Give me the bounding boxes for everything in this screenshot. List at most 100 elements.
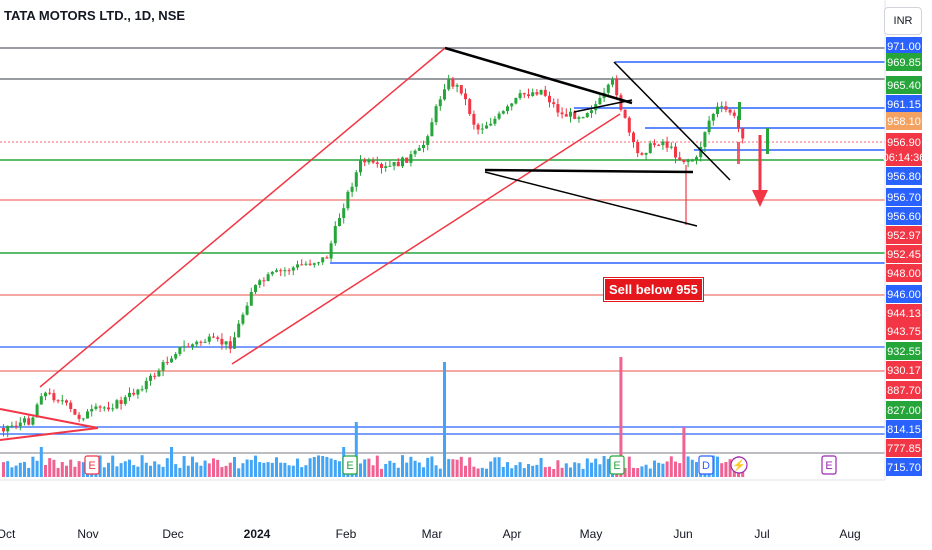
- candle: [27, 418, 31, 425]
- candle: [455, 85, 459, 87]
- price-label-bg: [886, 188, 922, 206]
- event-marker-label: ⚡: [732, 459, 746, 472]
- volume-bar: [279, 462, 283, 477]
- price-label: 715.70: [886, 458, 922, 476]
- candle: [170, 358, 173, 363]
- volume-bar: [249, 459, 253, 477]
- event-marker: D: [698, 455, 714, 475]
- candle: [35, 404, 39, 418]
- volume-bar: [636, 468, 640, 477]
- trend-line: [231, 113, 621, 365]
- candle: [270, 271, 274, 275]
- volume-bar: [480, 467, 484, 477]
- x-tick-label: Dec: [162, 527, 183, 541]
- volume-bar: [6, 461, 10, 477]
- price-label-text: 06:14:36: [883, 152, 926, 164]
- candle: [111, 408, 115, 410]
- volume-bar: [39, 447, 43, 477]
- candle: [279, 270, 283, 272]
- price-label-text: 971.00: [887, 41, 921, 53]
- volume-bar: [409, 456, 413, 477]
- candle: [728, 109, 732, 113]
- volume-bar: [619, 357, 623, 477]
- candle: [220, 338, 224, 345]
- volume-bar: [468, 457, 472, 477]
- candle: [518, 93, 522, 99]
- x-tick-label: Apr: [503, 527, 522, 541]
- volume-bar: [199, 465, 203, 477]
- trend-line: [484, 171, 698, 227]
- price-label-bg: [886, 264, 922, 282]
- candle: [258, 280, 262, 285]
- volume-bar: [132, 465, 136, 477]
- volume-bar: [447, 459, 451, 477]
- volume-bar: [510, 468, 514, 477]
- volume-bar: [203, 460, 207, 477]
- candle: [384, 166, 388, 168]
- volume-bar: [119, 463, 123, 477]
- candle: [283, 270, 287, 272]
- candle: [132, 392, 136, 395]
- volume-bar: [598, 464, 602, 477]
- trend-line: [0, 427, 99, 441]
- volume-bar: [363, 459, 367, 477]
- candle: [464, 93, 467, 100]
- candle: [73, 409, 77, 415]
- volume-bar: [241, 463, 245, 477]
- volume-bar: [552, 468, 556, 477]
- price-label-bg: [886, 458, 922, 476]
- price-label: 956.60: [886, 207, 922, 225]
- volume-bar: [678, 463, 682, 477]
- volume-bar: [434, 465, 438, 477]
- candle: [186, 346, 190, 348]
- volume-bar: [690, 459, 694, 477]
- candle: [648, 143, 652, 154]
- candle: [237, 323, 241, 338]
- volume-bar: [535, 464, 539, 477]
- candle: [81, 418, 85, 420]
- candle: [720, 106, 724, 108]
- volume-bar: [65, 465, 68, 477]
- volume-bar: [207, 463, 211, 477]
- candle: [401, 157, 404, 167]
- price-label: 946.00: [886, 285, 922, 303]
- candle: [98, 406, 102, 408]
- candle: [254, 284, 257, 293]
- volume-bar: [102, 467, 106, 477]
- volume-bar: [2, 462, 5, 477]
- price-label: 958.10: [886, 112, 922, 130]
- candle: [77, 414, 81, 419]
- price-label-bg: [886, 381, 922, 399]
- candle: [573, 111, 577, 119]
- volume-bar: [527, 464, 530, 477]
- candle: [304, 263, 308, 265]
- volume-bar: [472, 466, 476, 477]
- volume-bar: [422, 467, 425, 477]
- volume-bar: [212, 458, 215, 477]
- candle: [161, 362, 165, 371]
- price-label-bg: [886, 207, 922, 225]
- volume-bar: [354, 422, 358, 477]
- volume-bar: [695, 462, 698, 477]
- candle: [766, 128, 769, 154]
- candle: [661, 141, 665, 146]
- volume-bar: [182, 456, 186, 477]
- volume-bar: [661, 463, 665, 477]
- candle: [338, 218, 341, 226]
- volume-bar: [308, 458, 312, 477]
- candle: [678, 157, 682, 160]
- candle: [300, 264, 304, 266]
- volume-bar: [564, 463, 568, 477]
- candle: [39, 396, 43, 405]
- candle: [632, 132, 635, 143]
- volume-bar: [258, 462, 262, 477]
- price-label-bg: [886, 342, 922, 360]
- event-marker: E: [342, 455, 358, 475]
- price-label-bg: [886, 285, 922, 303]
- volume-bar: [98, 455, 102, 477]
- volume-bar: [724, 462, 728, 477]
- candle: [44, 392, 47, 397]
- price-label-text: 930.17: [887, 365, 921, 377]
- currency-button[interactable]: INR: [884, 7, 922, 35]
